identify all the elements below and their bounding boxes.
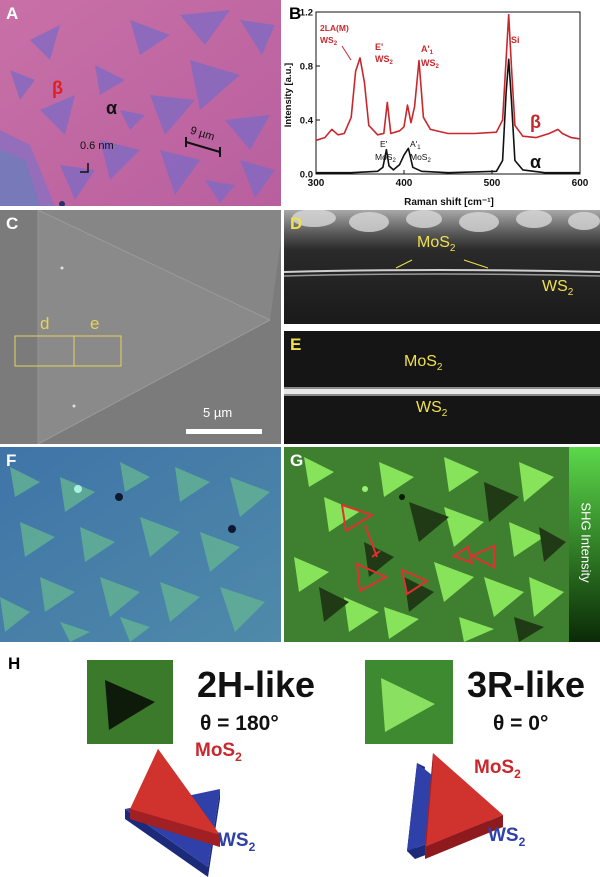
ws2-label-3r: WS2 [488, 825, 526, 849]
mos2-label: MoS2 [417, 234, 456, 255]
chart-series [315, 13, 581, 174]
alpha-region-label: α [106, 98, 118, 118]
plot-frame [315, 11, 581, 175]
series-line-beta [315, 13, 581, 142]
ws2-label: WS2 [416, 399, 448, 420]
y-tick-label: 0.8 [300, 62, 313, 73]
inset-2h-image [87, 660, 173, 744]
mos2-label-3r: MoS2 [474, 757, 521, 781]
panel-label-g: G [290, 451, 304, 470]
ann-2la-line1: 2LA(M) [320, 23, 349, 33]
thickness-label: 0.6 nm [80, 140, 114, 152]
x-tick-label: 500 [484, 178, 501, 189]
x-tick-label: 300 [308, 178, 325, 189]
panel-label-b: B [289, 4, 302, 23]
beta-region-label: β [52, 78, 63, 98]
y-axis-label: Intensity [a.u.] [283, 63, 294, 127]
colorbar-label: SHG Intensity [578, 502, 594, 583]
panel-label-d: D [290, 214, 303, 233]
mos2-label: MoS2 [404, 353, 443, 374]
scale-bar [186, 429, 262, 434]
panel-c: C d e 5 µm [0, 210, 281, 444]
bare-substrate-region [0, 150, 40, 206]
ann-e-black-mos2: MoS2 [375, 152, 396, 164]
x-tick-label: 600 [572, 178, 589, 189]
chart-axes: 300 400 500 600 0.0 0.4 0.8 1.2 [300, 8, 589, 190]
series-line-alpha [316, 58, 580, 174]
mos2-triangle-2h [130, 749, 220, 847]
highlight-triangle [355, 562, 389, 593]
raman-chart: 300 400 500 600 0.0 0.4 0.8 1.2 2LA(M) WS2 E' W… [283, 8, 589, 209]
panel-d: D MoS2 WS2 [284, 210, 600, 324]
ws2-layer [284, 273, 600, 277]
theta-2h: θ = 180° [200, 712, 279, 735]
panel-d-tem [284, 210, 600, 324]
highlight-triangle [340, 503, 375, 533]
panel-g-shg-map [284, 447, 600, 642]
y-tick-label: 0.4 [300, 116, 314, 127]
bright-3r-triangles [294, 457, 564, 642]
ann-a-black: A'1 [410, 139, 421, 151]
y-tick-label: 1.2 [300, 8, 313, 19]
ws2-triangles [10, 10, 275, 203]
x-axis-label: Raman shift [cm⁻¹] [404, 197, 494, 208]
ann-a-red-ws2: WS2 [421, 58, 440, 70]
ann-si: Si [511, 35, 520, 45]
panel-g: G SHG Intensity [284, 447, 600, 642]
y-tick-label: 0.0 [300, 170, 313, 181]
particle [228, 525, 236, 533]
particle [59, 201, 65, 206]
inset-3r-image [365, 660, 453, 744]
chart-annotations: 2LA(M) WS2 E' WS2 A'1 WS2 Si E' MoS2 A'1… [320, 23, 541, 172]
ws2-label-2h: WS2 [218, 830, 256, 854]
x-tick-label: 400 [396, 178, 413, 189]
schematic-3r-stack [407, 753, 503, 859]
region-e-box [73, 335, 122, 367]
panel-label-c: C [6, 214, 19, 233]
mos2-ws2-interface [284, 389, 600, 394]
label-3r-like: 3R-like [467, 664, 586, 705]
legend-beta: β [530, 112, 541, 132]
theta-3r: θ = 0° [493, 712, 549, 735]
panel-label-h: H [8, 654, 21, 673]
ann-a-red: A'1 [421, 44, 434, 56]
panel-e: E MoS2 WS2 [284, 331, 600, 444]
schematic-2h-stack [125, 749, 220, 877]
panel-b: B 300 400 500 600 0.0 0.4 0.8 1.2 2LA(M) WS2 E'… [283, 0, 600, 210]
scale-bar [185, 141, 221, 153]
step-marker [80, 163, 89, 173]
panel-f-micrograph [0, 447, 281, 642]
highlight-triangle [400, 568, 430, 596]
panel-c-sem [0, 210, 281, 444]
ann-2la-ws2: WS2 [320, 35, 338, 47]
ann-e-red-ws2: WS2 [375, 54, 394, 66]
highlight-triangle [469, 544, 495, 569]
heterostructure-triangles [0, 462, 270, 642]
scale-bar-label: 5 µm [203, 405, 233, 420]
shg-colorbar [569, 447, 600, 642]
legend-alpha: α [530, 152, 541, 172]
mos2-label-2h: MoS2 [195, 740, 242, 764]
highlight-triangle [451, 545, 474, 565]
mos2-triangle-3r [425, 753, 503, 859]
ws2-label: WS2 [542, 278, 574, 299]
particle [115, 493, 123, 501]
label-2h-like: 2H-like [197, 664, 316, 705]
panel-e-tem [284, 331, 600, 444]
panel-h: H 2H-like θ = 180° 3R-like θ = 0° MoS2 W… [0, 648, 600, 877]
panel-label-a: A [6, 4, 19, 23]
ann-e-red: E' [375, 42, 383, 52]
panel-label-e: E [290, 335, 302, 354]
panel-f: F [0, 447, 281, 642]
region-e-label: e [90, 314, 100, 333]
ann-e-black: E' [380, 139, 388, 149]
panel-label-f: F [6, 451, 17, 470]
dark-2h-triangles [319, 482, 566, 642]
mos2-layer [284, 269, 600, 273]
panel-a-micrograph [0, 0, 281, 206]
region-d-label: d [40, 314, 50, 333]
ann-a-black-mos2: MoS2 [410, 152, 431, 164]
panel-a: A β α 0.6 nm 9 µm [0, 0, 281, 206]
